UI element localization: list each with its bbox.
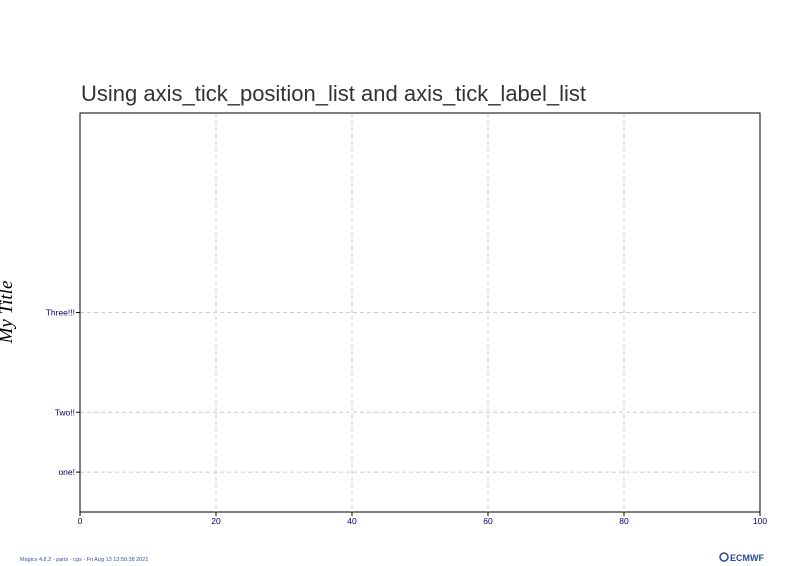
footer-credit: Magics 4.8.2 - parts - cgs - Fri Aug 13 … — [20, 557, 148, 563]
ecmwf-logo-icon — [719, 552, 729, 562]
y-axis-label: My Title — [0, 281, 17, 345]
y-tick-label: one! — [58, 467, 75, 477]
y-axis: one! Two!! Three!!! — [46, 308, 80, 477]
x-tick-label: 40 — [347, 516, 357, 526]
ecmwf-logo-text: ECMWF — [730, 553, 764, 563]
x-tick-label: 100 — [753, 516, 767, 526]
ecmwf-logo: ECMWF — [719, 552, 764, 563]
x-tick-label: 60 — [483, 516, 493, 526]
x-tick-label: 80 — [619, 516, 629, 526]
x-tick-label: 0 — [78, 516, 83, 526]
y-tick-label: Three!!! — [46, 308, 75, 318]
x-axis: 0 20 40 60 80 100 — [78, 512, 767, 526]
chart-title: Using axis_tick_position_list and axis_t… — [81, 81, 586, 106]
y-tick-label: Two!! — [55, 407, 75, 417]
grid-layer — [80, 113, 760, 512]
x-tick-label: 20 — [211, 516, 221, 526]
